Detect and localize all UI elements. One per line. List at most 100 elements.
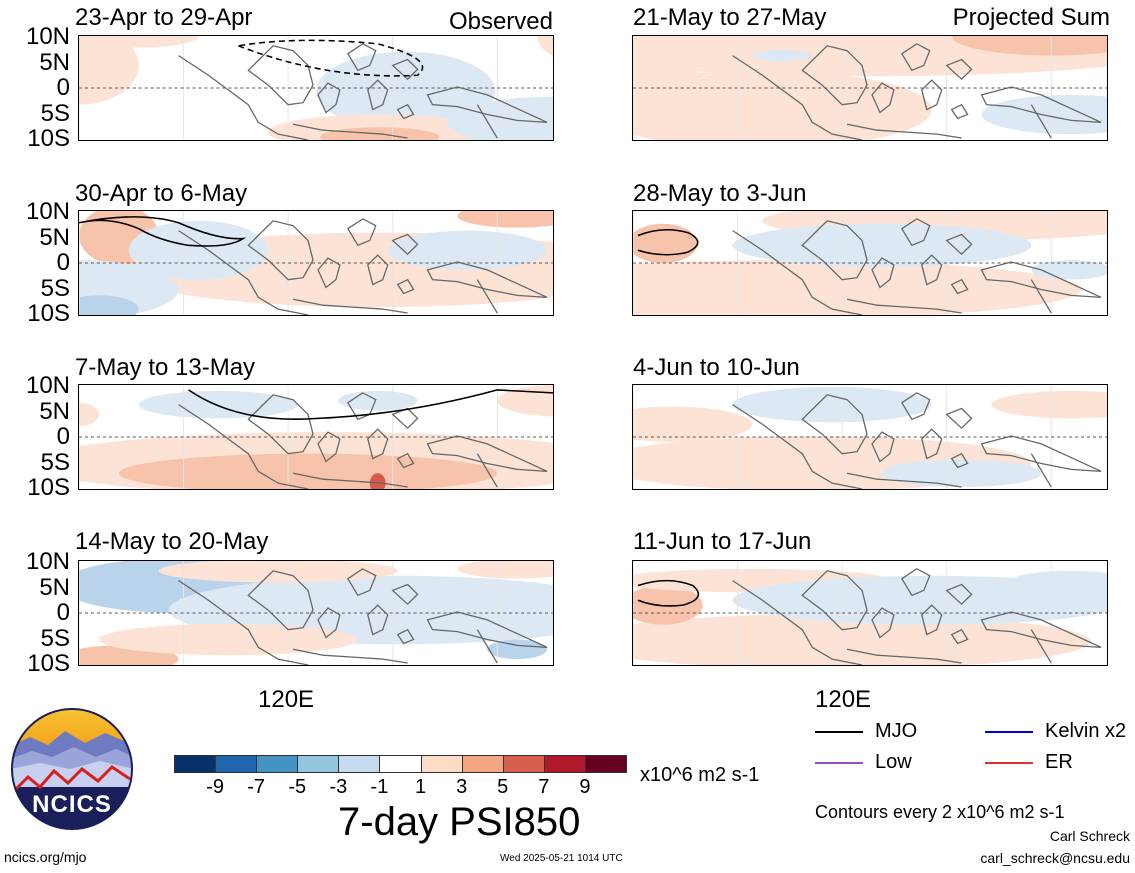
coastline [426, 435, 548, 472]
panel-title-3: 7-May to 13-May [75, 354, 256, 381]
lat-label: 10N [25, 23, 70, 50]
lat-label: 10S [27, 125, 70, 152]
panel-title-8: 11-Jun to 17-Jun [633, 528, 812, 555]
ncics-logo: NCICS [10, 707, 134, 831]
coastline [396, 103, 415, 120]
coastline [921, 604, 943, 636]
lat-label: 5N [39, 397, 70, 425]
colorbar-units: x10^6 m2 s-1 [640, 764, 760, 786]
anomaly-shading [633, 613, 1091, 665]
chart-main-title: 7-day PSI850 [338, 800, 581, 844]
colorbar-swatch [502, 755, 545, 773]
coastline [391, 233, 419, 256]
colorbar-swatch [338, 755, 381, 773]
coastline [317, 82, 341, 114]
coastline [871, 82, 895, 114]
anomaly-shading [79, 36, 199, 48]
colorbar-tick-label: -7 [247, 776, 266, 798]
colorbar-swatch [174, 755, 217, 773]
footer-timestamp: Wed 2025-05-21 1014 UTC [500, 853, 623, 864]
colorbar-tick-label: -5 [288, 776, 307, 798]
footer-author: Carl Schreck [1049, 828, 1130, 844]
anomaly-shading [316, 51, 496, 131]
lat-label: 0 [56, 599, 70, 626]
coastline [980, 261, 1102, 298]
colorbar-tick-label: -1 [370, 776, 389, 798]
anomaly-shading [447, 96, 553, 140]
coastline [921, 428, 943, 460]
coastline [346, 568, 377, 597]
colorbar-swatch [461, 755, 504, 773]
coastline [346, 392, 377, 421]
anomaly-shading [457, 561, 553, 579]
legend-kelvin-swatch [985, 730, 1033, 733]
coastline [292, 648, 408, 664]
coastline [871, 257, 895, 289]
coastline [476, 279, 498, 314]
coastline [178, 404, 309, 489]
legend-low: Low [815, 751, 912, 774]
legend-mjo-label: MJO [875, 720, 918, 742]
anomaly-shading [487, 639, 548, 660]
colorbar-tick-label: 3 [456, 776, 468, 798]
legend-low-label: Low [875, 751, 912, 773]
colorbar-swatch [215, 755, 258, 773]
coastline [950, 103, 969, 120]
lat-label: 0 [56, 74, 70, 101]
coastline [871, 431, 895, 463]
lat-label: 10S [27, 300, 70, 327]
coastline [367, 428, 389, 460]
observed-label: Observed [448, 8, 553, 35]
colorbar-swatch [420, 755, 463, 773]
map-panel-8 [632, 560, 1108, 666]
footer-url[interactable]: ncics.org/mjo [4, 849, 87, 865]
coastline [247, 45, 314, 106]
anomaly-shading [79, 402, 99, 427]
legend-kelvin: Kelvin x2 [985, 720, 1126, 743]
map-panel-7 [632, 384, 1108, 490]
coastline [950, 452, 969, 469]
colorbar-swatch [584, 755, 627, 773]
anomaly-shading [1031, 260, 1107, 280]
colorbar-tick-label: -9 [206, 776, 224, 798]
coastline [801, 45, 868, 106]
anomaly-shading [387, 230, 548, 270]
anomaly-shading [633, 406, 753, 442]
anomaly-shading [633, 585, 703, 625]
colorbar-tick-label: 5 [497, 776, 509, 798]
lat-label: 10S [27, 650, 70, 677]
lat-label: 5S [40, 274, 70, 302]
lat-label: 5S [40, 99, 70, 127]
coastline [732, 55, 863, 140]
legend-mjo-swatch [815, 730, 863, 733]
colorbar-swatch [379, 755, 422, 773]
anomaly-shading [138, 390, 299, 419]
anomaly-shading [633, 260, 1082, 315]
colorbar-swatch [256, 755, 299, 773]
coastline [317, 257, 341, 289]
coastline [367, 254, 389, 286]
anomaly-shading [951, 36, 1107, 56]
anomaly-shading [732, 223, 1032, 267]
coastline [391, 58, 419, 81]
coastline [367, 604, 389, 636]
coastline [396, 452, 415, 469]
coastline [1030, 104, 1052, 139]
map-panel-2 [78, 210, 554, 316]
legend-er: ER [985, 751, 1073, 774]
coastline [801, 220, 868, 281]
coastline [317, 607, 341, 639]
coastline [178, 580, 309, 665]
coastline [732, 580, 863, 665]
coastline [945, 407, 973, 430]
coastline [801, 394, 868, 455]
coastline [900, 568, 931, 597]
logo-text: NCICS [32, 791, 112, 818]
coastline [396, 628, 415, 645]
coastline [396, 278, 415, 295]
footer-email[interactable]: carl_schreck@ncsu.edu [980, 850, 1130, 866]
mjo-contour [188, 389, 553, 420]
projected-label: Projected Sum [952, 4, 1110, 31]
colorbar-labels: -9 -7 -5 -3 -1 1 3 5 7 9 [174, 776, 626, 800]
lat-label: 10N [25, 372, 70, 399]
